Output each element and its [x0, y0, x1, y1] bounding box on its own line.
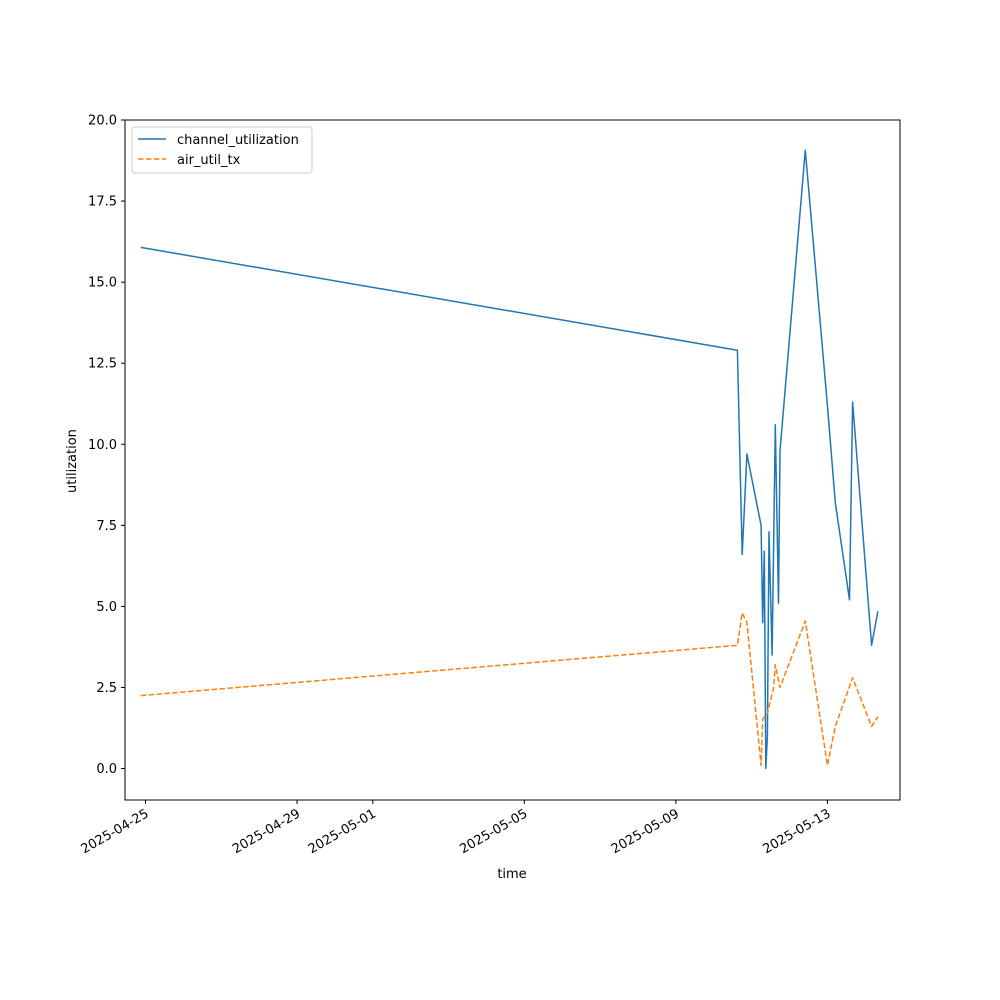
plot-area-frame: [124, 119, 901, 801]
series-line-channel-utilization: [140, 149, 879, 770]
legend-box: [131, 126, 313, 174]
y-tick-label: 12.5: [88, 357, 117, 372]
legend-label-channel-utilization: channel_utilization: [177, 133, 299, 148]
series-layer: [140, 149, 879, 770]
y-tick-label: 2.5: [96, 681, 117, 696]
y-tick-label: 5.0: [96, 600, 117, 615]
y-tick-label: 20.0: [88, 114, 117, 129]
legend-label-air-util-tx: air_util_tx: [177, 153, 241, 168]
y-tick-label: 17.5: [88, 195, 117, 210]
y-tick-label: 10.0: [88, 438, 117, 453]
y-axis-label: utilization: [65, 429, 80, 493]
y-tick-label: 15.0: [88, 276, 117, 291]
y-tick-label: 7.5: [96, 519, 117, 534]
series-line-air-util-tx: [140, 612, 879, 767]
x-axis-label: time: [497, 867, 526, 882]
y-axis: 0.0 2.5 5.0 7.5 10.0 12.5 15.0 17.5 20.0: [88, 114, 125, 777]
legend: channel_utilization air_util_tx: [131, 126, 313, 174]
y-tick-label: 0.0: [96, 762, 117, 777]
